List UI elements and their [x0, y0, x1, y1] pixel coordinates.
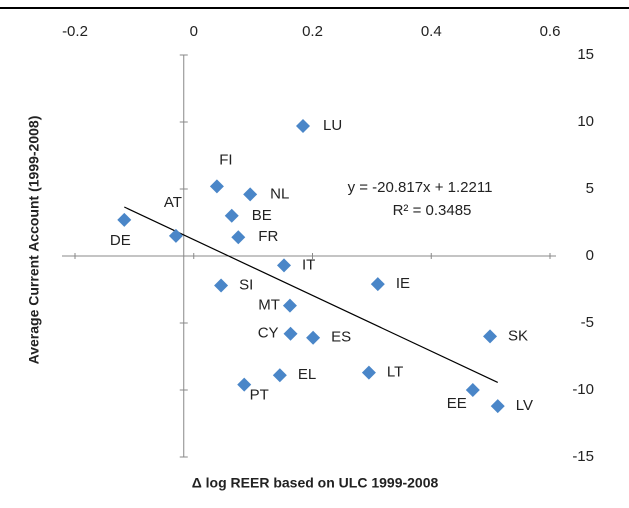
- y-tick-label: 0: [586, 247, 594, 264]
- point-label: ES: [331, 329, 351, 346]
- point-label: FI: [219, 151, 232, 168]
- point-label: AT: [164, 194, 182, 211]
- point: [361, 365, 376, 380]
- point-label: SK: [508, 327, 528, 344]
- x-tick-label: 0.6: [540, 23, 561, 40]
- point-label: BE: [252, 207, 272, 224]
- point-label: IE: [396, 275, 410, 292]
- y-tick-label: -5: [581, 314, 594, 331]
- point: [231, 230, 246, 245]
- point-label: EL: [298, 366, 316, 383]
- y-tick-label: 5: [586, 180, 594, 197]
- point-label: DE: [110, 232, 131, 249]
- point: [483, 329, 498, 344]
- point: [465, 383, 480, 397]
- x-tick-label: 0.2: [302, 23, 323, 40]
- y-tick-label: 10: [577, 113, 594, 130]
- point: [224, 208, 239, 223]
- point: [490, 399, 505, 414]
- point: [214, 278, 229, 293]
- y-tick-label: -15: [572, 448, 594, 465]
- point-label: CY: [258, 325, 279, 342]
- trendline: [124, 206, 499, 384]
- point: [209, 179, 224, 194]
- point-label: SI: [239, 276, 253, 293]
- point: [306, 330, 321, 345]
- r-squared: R² = 0.3485: [393, 202, 472, 219]
- point-label: NL: [270, 185, 289, 202]
- point-label: LV: [516, 397, 533, 414]
- point: [168, 228, 183, 243]
- point: [283, 326, 298, 341]
- x-tick-label: 0.4: [421, 23, 442, 40]
- point: [370, 277, 385, 292]
- point-label: LT: [387, 364, 403, 381]
- point-label: LU: [323, 117, 342, 134]
- y-tick-label: -10: [572, 381, 594, 398]
- point-label: PT: [250, 387, 269, 404]
- point-label: MT: [258, 297, 280, 314]
- point-label: EE: [447, 395, 467, 412]
- x-axis-title: Δ log REER based on ULC 1999-2008: [192, 475, 439, 491]
- point-label: FR: [258, 228, 278, 245]
- point: [272, 368, 287, 383]
- x-tick-label: 0: [190, 23, 198, 40]
- y-axis-title: Average Current Account (1999-2008): [26, 116, 42, 365]
- point: [277, 258, 291, 273]
- y-tick-label: 15: [577, 46, 594, 63]
- x-tick-label: -0.2: [62, 23, 88, 40]
- point: [237, 377, 252, 392]
- point: [243, 187, 258, 202]
- point: [117, 212, 132, 227]
- point: [296, 119, 310, 134]
- point: [282, 298, 297, 313]
- point-label: IT: [302, 256, 315, 273]
- equation: y = -20.817x + 1.2211: [348, 179, 493, 196]
